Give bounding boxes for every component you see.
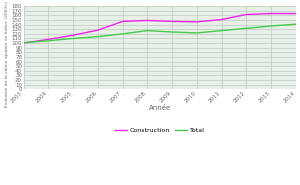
Line: Total: Total <box>23 24 296 43</box>
Total <box>244 27 248 29</box>
Construction <box>244 13 248 16</box>
Construction <box>220 18 224 21</box>
Construction <box>96 29 100 31</box>
Total <box>22 41 25 44</box>
Construction <box>195 21 199 23</box>
Total <box>195 32 199 34</box>
Total <box>269 25 273 27</box>
Total <box>146 30 149 32</box>
Total <box>71 37 75 40</box>
Construction <box>170 20 174 23</box>
Total <box>96 36 100 38</box>
Construction <box>22 42 25 44</box>
Total <box>121 33 124 35</box>
Legend: Construction, Total: Construction, Total <box>112 126 207 136</box>
Construction <box>269 12 273 15</box>
Construction <box>294 12 298 15</box>
Y-axis label: Évolution de la valeur ajoutée en Indice (2003)= 100): Évolution de la valeur ajoutée en Indice… <box>4 0 9 107</box>
Total <box>220 30 224 32</box>
Construction <box>46 38 50 41</box>
Line: Construction: Construction <box>23 14 296 43</box>
Construction <box>121 20 124 23</box>
Total <box>46 40 50 42</box>
Construction <box>71 34 75 36</box>
X-axis label: Année: Année <box>148 105 171 111</box>
Construction <box>146 19 149 22</box>
Total <box>294 23 298 25</box>
Total <box>170 31 174 33</box>
